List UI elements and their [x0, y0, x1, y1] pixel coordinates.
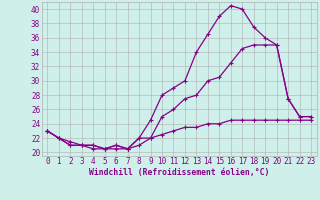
X-axis label: Windchill (Refroidissement éolien,°C): Windchill (Refroidissement éolien,°C)	[89, 168, 269, 177]
